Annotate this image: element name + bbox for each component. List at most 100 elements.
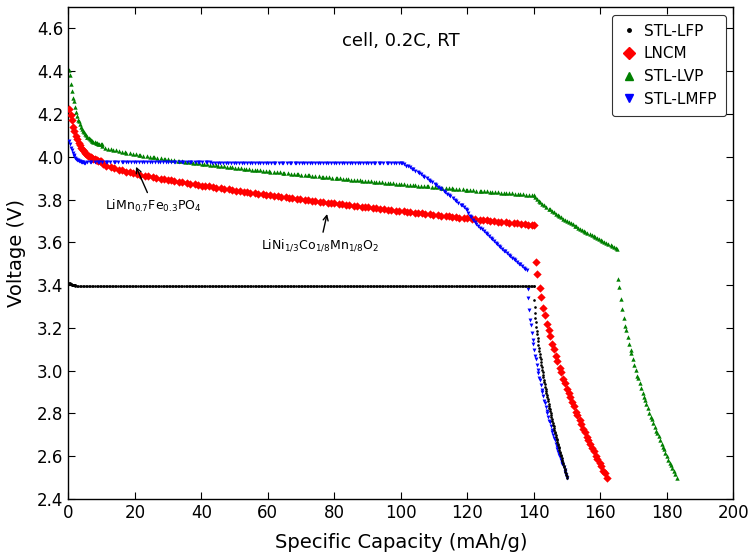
STL-LMFP (396, 159, 408, 168)
STL-LVP (509, 190, 521, 198)
STL-LVP (457, 185, 469, 194)
STL-LMFP (149, 158, 161, 167)
STL-LMFP (141, 158, 153, 167)
STL-LVP (250, 165, 262, 174)
STL-LMFP (325, 158, 337, 167)
LNCM (550, 352, 562, 361)
STL-LMFP (481, 230, 493, 239)
STL-LVP (390, 179, 402, 188)
STL-LVP (169, 156, 181, 165)
STL-LMFP (458, 203, 470, 212)
STL-LMFP (107, 158, 119, 167)
STL-LVP (113, 146, 125, 155)
STL-LVP (584, 230, 596, 239)
LNCM (370, 204, 382, 213)
STL-LVP (415, 181, 427, 190)
STL-LMFP (280, 158, 293, 167)
LNCM (591, 454, 603, 463)
STL-LVP (574, 224, 586, 233)
STL-LMFP (321, 158, 333, 167)
STL-LMFP (447, 193, 459, 202)
STL-LMFP (497, 246, 510, 255)
LNCM (534, 284, 546, 293)
STL-LVP (401, 180, 413, 189)
LNCM (98, 160, 110, 169)
LNCM (435, 211, 447, 220)
LNCM (215, 184, 227, 193)
STL-LVP (86, 137, 98, 146)
STL-LVP (500, 188, 512, 197)
STL-LMFP (241, 158, 253, 167)
STL-LMFP (201, 158, 213, 167)
LNCM (547, 339, 559, 348)
STL-LVP (75, 122, 87, 131)
STL-LVP (552, 211, 564, 220)
Line: STL-LFP: STL-LFP (68, 282, 569, 479)
LNCM (485, 216, 497, 225)
LNCM (83, 152, 95, 161)
STL-LMFP (401, 162, 414, 170)
STL-LMFP (445, 192, 457, 201)
STL-LVP (82, 133, 94, 142)
LNCM (238, 187, 250, 196)
STL-LMFP (76, 158, 88, 167)
STL-LMFP (519, 264, 531, 273)
LNCM (73, 139, 85, 148)
STL-LMFP (178, 158, 190, 167)
LNCM (210, 183, 222, 192)
STL-LVP (277, 168, 289, 177)
STL-LVP (74, 120, 86, 129)
STL-LVP (91, 139, 104, 148)
LNCM (207, 183, 219, 192)
STL-LVP (624, 346, 637, 355)
LNCM (572, 411, 584, 420)
STL-LVP (218, 162, 230, 171)
STL-LVP (76, 125, 88, 134)
STL-LVP (116, 148, 128, 157)
STL-LVP (544, 205, 556, 214)
LNCM (562, 389, 575, 397)
STL-LMFP (373, 159, 385, 168)
STL-LVP (212, 161, 224, 170)
STL-LMFP (225, 158, 237, 167)
LNCM (200, 182, 212, 191)
STL-LVP (608, 243, 620, 252)
STL-LFP (65, 280, 74, 286)
STL-LVP (570, 222, 582, 231)
STL-LVP (553, 211, 565, 220)
STL-LMFP (536, 387, 548, 396)
LNCM (139, 171, 151, 180)
STL-LMFP (527, 336, 539, 345)
STL-LVP (302, 171, 314, 180)
STL-LMFP (293, 158, 305, 167)
STL-LMFP (532, 368, 544, 377)
STL-LMFP (506, 253, 518, 262)
STL-LVP (107, 145, 119, 154)
STL-LVP (408, 181, 420, 190)
LNCM (393, 206, 405, 215)
LNCM (108, 164, 120, 173)
STL-LMFP (125, 158, 137, 167)
STL-LMFP (390, 159, 402, 168)
LNCM (590, 452, 602, 461)
STL-LVP (536, 200, 548, 209)
STL-LVP (352, 176, 364, 184)
STL-LVP (82, 134, 94, 143)
STL-LMFP (66, 146, 78, 155)
LNCM (333, 200, 345, 209)
LNCM (500, 218, 512, 227)
STL-LVP (324, 173, 336, 182)
LNCM (197, 181, 209, 190)
STL-LMFP (404, 163, 416, 172)
STL-LMFP (556, 460, 569, 469)
STL-LVP (356, 176, 368, 185)
STL-LMFP (296, 158, 308, 167)
LNCM (265, 191, 277, 200)
STL-LVP (99, 143, 111, 152)
STL-LMFP (228, 158, 240, 167)
STL-LMFP (443, 191, 455, 200)
STL-LMFP (79, 158, 91, 167)
STL-LMFP (531, 361, 543, 369)
STL-LVP (281, 169, 293, 178)
STL-LMFP (152, 158, 164, 167)
